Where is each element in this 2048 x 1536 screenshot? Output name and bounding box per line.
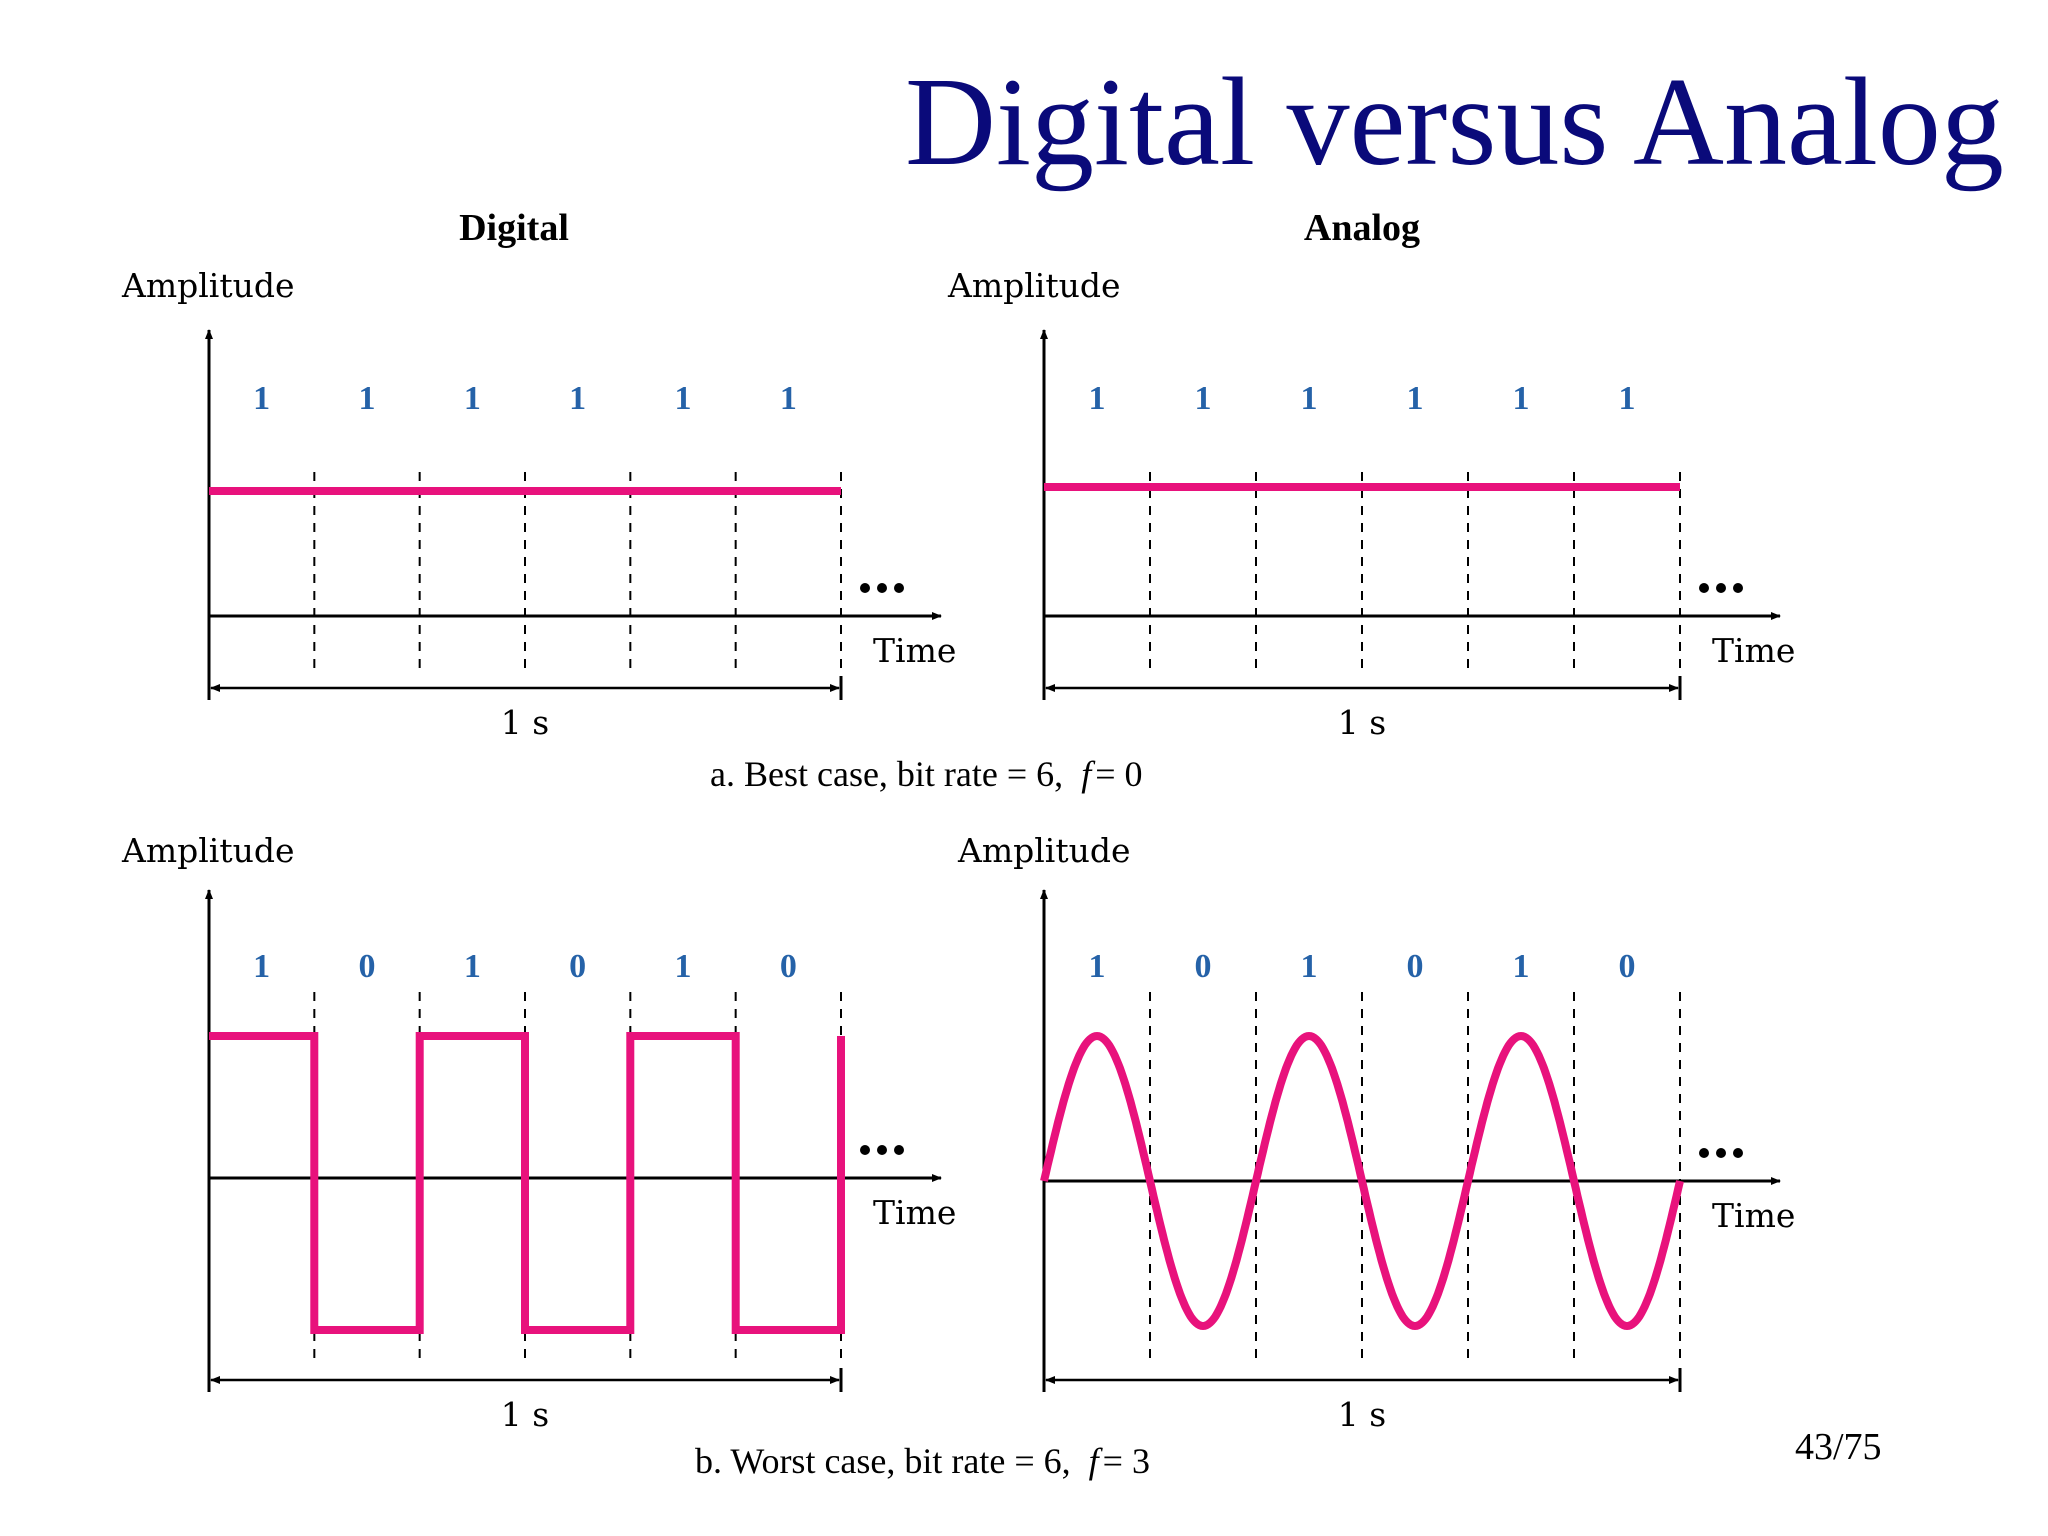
continuation-dot xyxy=(894,583,904,593)
panel-b-analog: 1 s Amplitude Time 1 0 1 0 1 0 xyxy=(957,831,1795,1434)
bit-label: 1 xyxy=(1301,948,1318,985)
continuation-dot xyxy=(1716,583,1726,593)
bit-label: 1 xyxy=(1301,380,1318,417)
duration-label: 1 s xyxy=(501,703,549,742)
bit-label: 1 xyxy=(1513,948,1530,985)
continuation-dot xyxy=(1733,583,1743,593)
bit-label: 0 xyxy=(1407,948,1424,985)
bit-label: 1 xyxy=(569,380,586,417)
digital-header: Digital xyxy=(459,207,569,249)
signal-trace xyxy=(209,1032,845,1334)
bit-label: 1 xyxy=(1619,380,1636,417)
slide-title: Digital versus Analog xyxy=(905,53,2004,192)
bit-label: 1 xyxy=(1089,380,1106,417)
bit-label: 1 xyxy=(464,948,481,985)
bit-label: 1 xyxy=(1407,380,1424,417)
amplitude-label: Amplitude xyxy=(957,831,1131,870)
bit-label: 1 xyxy=(1089,948,1106,985)
continuation-dot xyxy=(877,1145,887,1155)
duration-label: 1 s xyxy=(1338,1395,1386,1434)
panel-b-digital: 1 s Amplitude Time 1 0 1 0 1 0 xyxy=(121,831,956,1434)
bit-label: 0 xyxy=(1195,948,1212,985)
bit-label: 1 xyxy=(253,948,270,985)
amplitude-label: Amplitude xyxy=(121,831,295,870)
panel-a-digital: 1 s Amplitude Time 1 1 1 1 1 1 xyxy=(121,266,956,742)
bit-label: 1 xyxy=(675,380,692,417)
continuation-dot xyxy=(860,583,870,593)
amplitude-label: Amplitude xyxy=(947,266,1121,305)
bit-label: 1 xyxy=(359,380,376,417)
bit-label: 0 xyxy=(1619,948,1636,985)
bit-label: 1 xyxy=(1513,380,1530,417)
time-label: Time xyxy=(1712,631,1795,670)
analog-header: Analog xyxy=(1304,207,1420,249)
continuation-dot xyxy=(1716,1148,1726,1158)
bit-label: 1 xyxy=(464,380,481,417)
bit-label: 1 xyxy=(253,380,270,417)
signal-trace xyxy=(1040,1031,1684,1331)
duration-label: 1 s xyxy=(1338,703,1386,742)
page-number: 43/75 xyxy=(1795,1426,1882,1468)
continuation-dot xyxy=(860,1145,870,1155)
caption-b: b. Worst case, bit rate = 6, f = 3 xyxy=(695,1441,1150,1481)
continuation-dot xyxy=(894,1145,904,1155)
continuation-dot xyxy=(1699,1148,1709,1158)
bit-label: 1 xyxy=(780,380,797,417)
duration-label: 1 s xyxy=(501,1395,549,1434)
time-label: Time xyxy=(873,631,956,670)
bit-label: 0 xyxy=(569,948,586,985)
continuation-dot xyxy=(1699,583,1709,593)
time-label: Time xyxy=(1712,1196,1795,1235)
bit-label: 1 xyxy=(1195,380,1212,417)
continuation-dot xyxy=(1733,1148,1743,1158)
bit-label: 0 xyxy=(780,948,797,985)
bit-label: 1 xyxy=(675,948,692,985)
bit-label: 0 xyxy=(359,948,376,985)
caption-a: a. Best case, bit rate = 6, f = 0 xyxy=(710,754,1143,794)
amplitude-label: Amplitude xyxy=(121,266,295,305)
time-label: Time xyxy=(873,1193,956,1232)
continuation-dot xyxy=(877,583,887,593)
panel-a-analog: 1 s Amplitude Time 1 1 1 1 1 1 xyxy=(947,266,1795,742)
